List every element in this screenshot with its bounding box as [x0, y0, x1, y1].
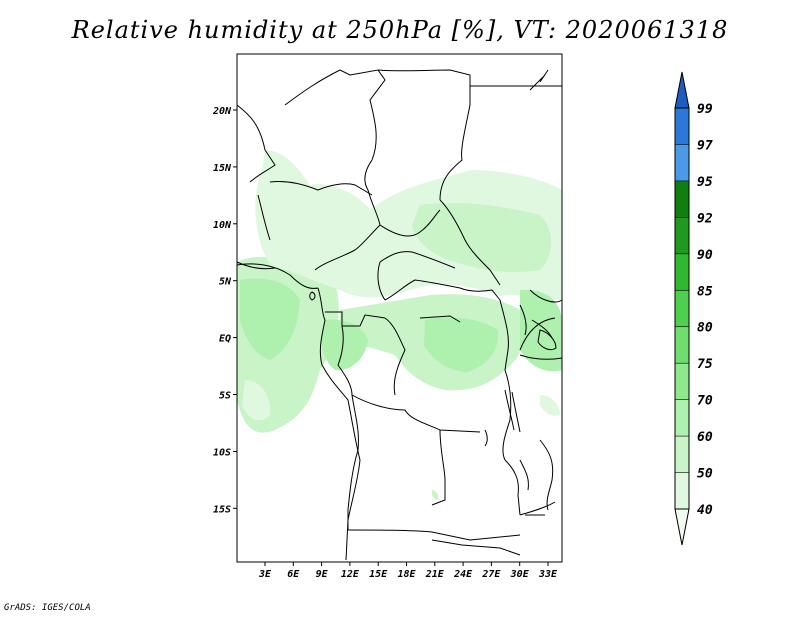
lon-tick-label: 18E	[397, 569, 416, 580]
colorbar-label: 40	[697, 503, 713, 518]
credit-label: GrADS: IGES/COLA	[4, 603, 91, 613]
humidity-area-south	[431, 490, 439, 500]
humidity-area-southeast	[540, 395, 560, 416]
colorbar-high-cap	[674, 71, 690, 109]
lon-tick-label: 15E	[369, 569, 388, 580]
country-borders	[236, 69, 563, 556]
humidity-field	[237, 150, 562, 500]
colorbar-label: 70	[697, 394, 713, 409]
lon-tick-label: 3E	[258, 569, 272, 580]
colorbar-bin	[675, 472, 689, 509]
colorbar-bin	[675, 436, 689, 473]
lat-tick-label: 5S	[219, 391, 231, 402]
colorbar-bin	[675, 290, 689, 327]
lon-tick-label: 12E	[341, 569, 360, 580]
colorbar-bin	[675, 108, 689, 145]
colorbar: 40 50 60 70 75 80 85 90 92 95 97 99	[674, 71, 713, 546]
colorbar-label: 95	[697, 175, 713, 190]
colorbar-label: 60	[697, 430, 713, 445]
colorbar-label: 50	[697, 467, 713, 482]
lon-tick-label: 33E	[538, 569, 558, 580]
colorbar-label: 90	[697, 248, 713, 263]
colorbar-label: 85	[697, 284, 713, 299]
colorbar-bin	[675, 180, 689, 218]
lat-tick-label: EQ	[219, 334, 231, 345]
colorbar-label: 75	[697, 357, 713, 372]
lat-tick-label: 15S	[213, 504, 231, 515]
lon-tick-label: 6E	[287, 569, 300, 580]
lon-tick-label: 24E	[453, 569, 473, 580]
lon-tick-label: 27E	[481, 569, 501, 580]
longitude-axis: 3E 6E 9E 12E 15E 18E 21E 24E 27E 30E 33E	[258, 562, 558, 580]
colorbar-label: 80	[697, 321, 713, 336]
colorbar-bin	[675, 363, 689, 400]
colorbar-label: 99	[697, 102, 713, 117]
colorbar-bin	[675, 253, 689, 291]
map-frame	[236, 53, 563, 563]
colorbar-label: 92	[697, 211, 713, 226]
humidity-area-southwest	[242, 380, 271, 421]
lon-tick-label: 30E	[510, 569, 530, 580]
colorbar-label: 97	[697, 138, 713, 153]
humidity-area-congo	[321, 319, 368, 371]
colorbar-bin	[675, 144, 689, 181]
colorbar-low-cap	[674, 508, 690, 546]
lat-tick-label: 10N	[213, 220, 232, 231]
latitude-axis: 20N 15N 10N 5N EQ 5S 10S 15S	[212, 106, 237, 515]
colorbar-bin	[675, 399, 689, 437]
lat-tick-label: 5N	[219, 277, 232, 288]
lat-tick-label: 20N	[212, 106, 232, 117]
colorbar-bin	[675, 217, 689, 254]
lat-tick-label: 10S	[213, 447, 231, 458]
colorbar-bin	[675, 326, 689, 364]
lat-tick-label: 15N	[213, 163, 232, 174]
lon-tick-label: 21E	[425, 569, 445, 580]
map-title: Relative humidity at 250hPa [%], VT: 202…	[71, 16, 729, 44]
humidity-area-central-inner	[424, 317, 499, 372]
coastline-and-lakes	[236, 69, 557, 561]
humidity-area-west-inner	[240, 278, 300, 360]
lon-tick-label: 9E	[316, 569, 329, 580]
humidity-area-north-inner	[412, 203, 552, 273]
